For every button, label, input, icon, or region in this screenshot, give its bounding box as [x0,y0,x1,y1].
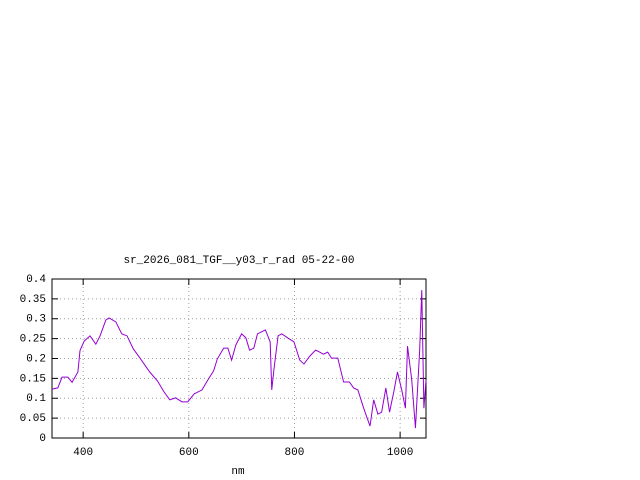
x-tick-label: 400 [73,447,93,459]
y-tick-label: 0.05 [20,413,46,425]
y-tick-label: 0.4 [26,274,46,286]
plot-border [51,278,427,439]
y-tick-label: 0.1 [26,393,46,405]
y-tick-label: 0.35 [20,294,46,306]
x-tick-label: 800 [285,447,305,459]
y-tick-label: 0.25 [20,334,46,346]
y-tick-label: 0.3 [26,314,46,326]
x-tick-label: 1000 [387,447,413,459]
y-tick-label: 0 [39,433,46,445]
data-line [51,290,427,429]
chart-title: sr_2026_081_TGF__y03_r_rad 05-22-00 [123,255,354,267]
y-tick-label: 0.15 [20,373,46,385]
x-tick-label: 600 [179,447,199,459]
y-tick-label: 0.2 [26,353,46,365]
x-axis-label: nm [231,466,245,478]
